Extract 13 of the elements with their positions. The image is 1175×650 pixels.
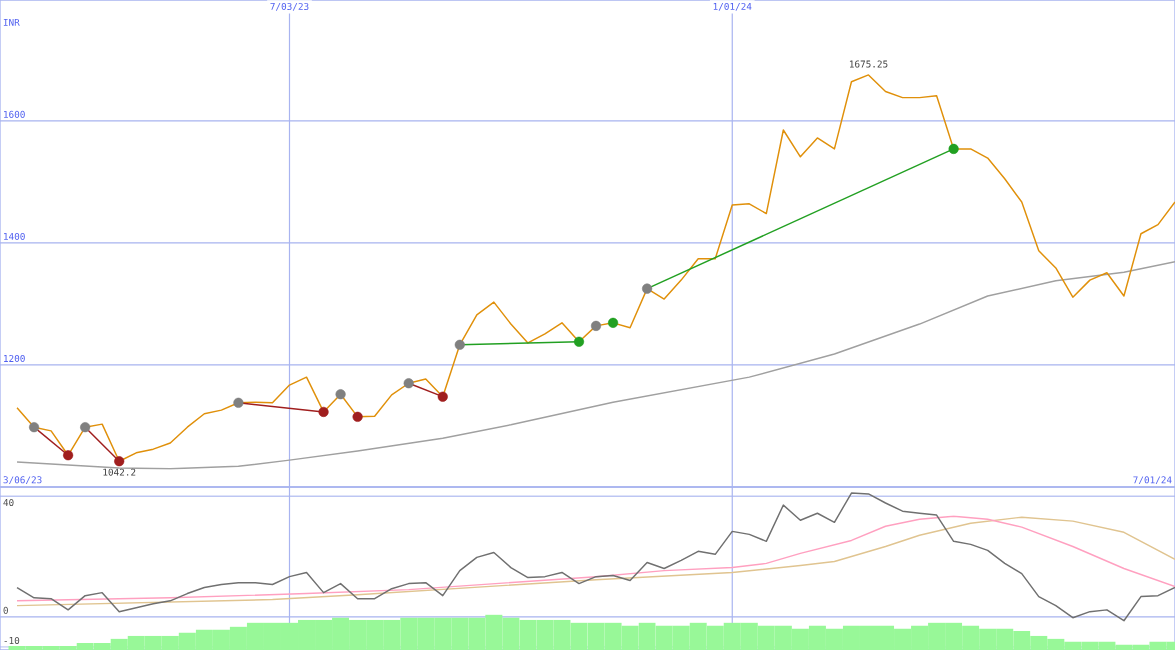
annotation: 1675.25 (849, 60, 888, 68)
x-tick-label: 7/03/23 (270, 2, 309, 11)
y-tick-label: 1200 (4, 354, 25, 362)
y-axis-title: INR (3, 18, 20, 26)
annotation: 7/01/24 (1133, 476, 1172, 485)
x-tick-label: 1/01/24 (713, 2, 752, 11)
y-tick-label: 1600 (4, 110, 25, 118)
annotation: 3/06/23 (3, 476, 42, 485)
annotation: 1042.2 (103, 468, 136, 476)
y-tick-label: 1400 (4, 232, 25, 240)
y-tick-label: -10 (4, 636, 20, 645)
y-tick-label: 0 (3, 606, 8, 614)
y-tick-label: 40 (3, 499, 14, 507)
